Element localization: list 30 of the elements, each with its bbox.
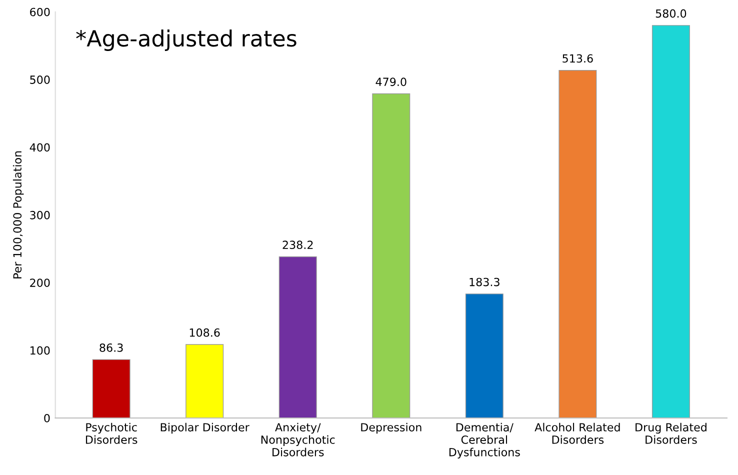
x-tick-label: Anxiety/ Nonpsychotic Disorders bbox=[261, 422, 335, 456]
y-axis-title: Per 100,000 Population bbox=[12, 151, 24, 278]
data-label: 183.3 bbox=[470, 278, 500, 286]
x-tick-label: Drug Related Disorders bbox=[636, 422, 706, 444]
y-tick-label: 0 bbox=[44, 414, 50, 422]
bar bbox=[652, 25, 690, 418]
bar bbox=[186, 344, 224, 418]
data-label: 513.6 bbox=[562, 54, 593, 63]
y-tick-label: 400 bbox=[30, 143, 50, 152]
data-label: 108.6 bbox=[190, 328, 220, 337]
x-tick-label: Depression bbox=[361, 422, 422, 434]
y-tick-label: 300 bbox=[30, 210, 50, 220]
data-label: 238.2 bbox=[282, 240, 313, 250]
x-tick-label: Psychotic Disorders bbox=[86, 422, 138, 444]
x-tick-label: Alcohol Related Disorders bbox=[534, 422, 620, 444]
y-tick-label: 500 bbox=[30, 76, 50, 84]
bar bbox=[465, 294, 504, 418]
y-tick-label: 100 bbox=[30, 346, 50, 355]
data-label: 479.0 bbox=[376, 78, 406, 86]
data-label: 580.0 bbox=[656, 9, 686, 18]
bar bbox=[372, 93, 410, 418]
bar bbox=[92, 359, 130, 418]
x-tick-label: Dementia/ Cerebral Dysfunctions bbox=[449, 422, 520, 458]
bar bbox=[278, 256, 317, 418]
x-tick-label: Bipolar Disorder bbox=[160, 422, 250, 434]
bar bbox=[558, 70, 597, 418]
data-label: 86.3 bbox=[100, 343, 123, 352]
y-tick-label: 600 bbox=[30, 8, 50, 16]
annotation: *Age-adjusted rates bbox=[76, 30, 296, 52]
y-tick-label: 200 bbox=[30, 278, 50, 288]
